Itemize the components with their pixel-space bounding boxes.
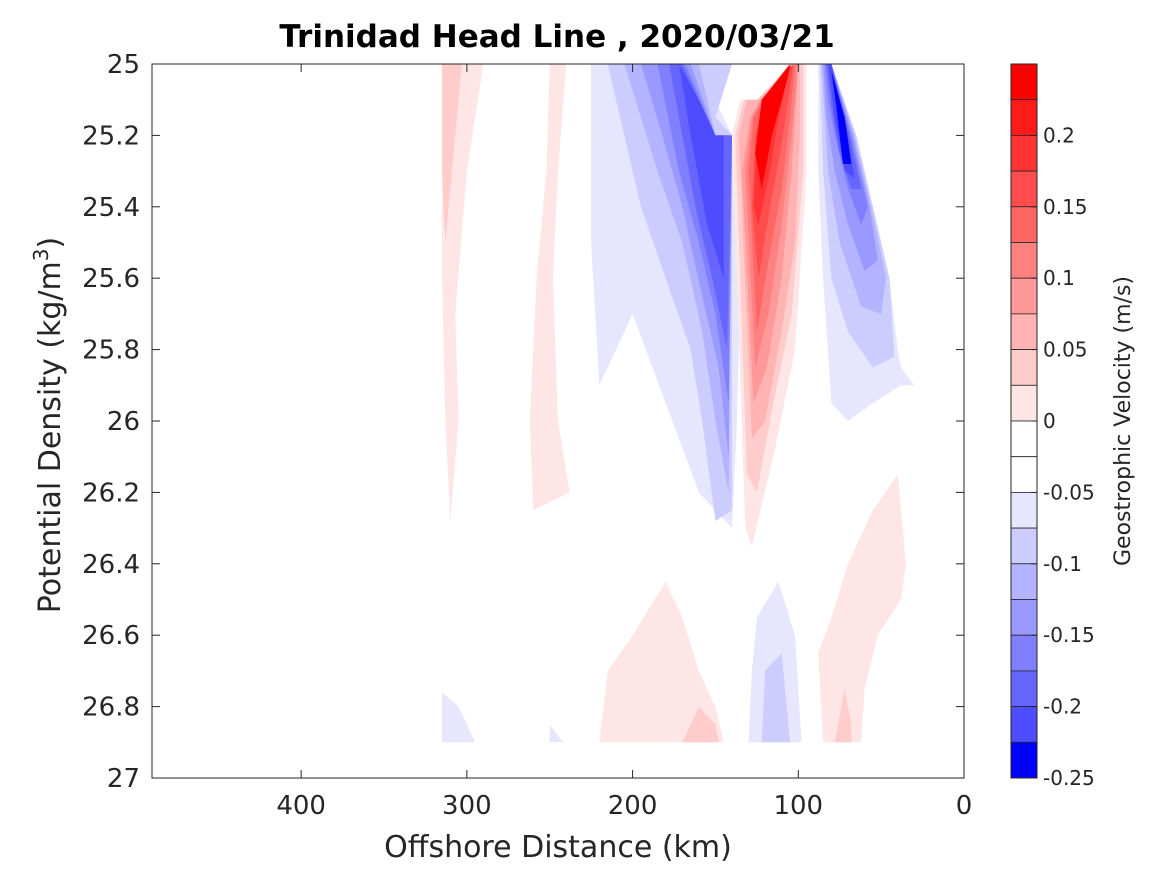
y-axis-label-superscript: 3	[29, 248, 53, 261]
plot-area: 400 300 200 100 0 25 25.2 25.4 25.6 25.8 26 26.2 26…	[82, 50, 972, 821]
colorbar-tick-label: 0.05	[1043, 338, 1088, 362]
y-tick-label: 25.8	[82, 336, 140, 366]
contour-region-pos-lower-core-70km	[834, 688, 852, 743]
chart-title: Trinidad Head Line , 2020/03/21	[279, 19, 834, 55]
contour-region-neg-lower-core-115km	[761, 653, 790, 743]
y-axis-label-prefix: Potential Density (kg/m	[33, 261, 68, 613]
colorbar-band	[1010, 491, 1038, 529]
x-axis-label: Offshore Distance (km)	[384, 830, 732, 865]
colorbar-band	[1010, 741, 1038, 779]
contour-region-neg-lower-310km	[442, 692, 476, 743]
contour-region-pos-lower-200km	[599, 581, 724, 743]
contour-region-pos-core-320km	[442, 64, 462, 243]
x-tick-label: 200	[608, 791, 658, 821]
colorbar-band	[1010, 313, 1038, 350]
contour-regions	[442, 64, 915, 743]
colorbar-band	[1010, 206, 1038, 243]
colorbar-label: Geostrophic Velocity (m/s)	[1111, 276, 1136, 566]
colorbar-band	[1010, 170, 1038, 208]
colorbar-tick-label: -0.25	[1043, 766, 1095, 790]
y-tick-label: 25.6	[82, 264, 140, 294]
y-tick-label: 27	[107, 764, 140, 794]
y-tick-label: 26	[107, 407, 140, 437]
contour-region-pos-core-115km	[755, 64, 790, 189]
colorbar-band	[1010, 563, 1038, 600]
y-tick-label: 25.4	[82, 193, 140, 223]
x-tick-label: 100	[773, 791, 823, 821]
colorbar-band	[1010, 242, 1038, 279]
x-axis-ticks: 400 300 200 100 0	[276, 64, 972, 821]
colorbar-band	[1010, 599, 1038, 636]
y-tick-label: 26.4	[82, 550, 140, 580]
x-tick-label: 0	[956, 791, 973, 821]
contour-region-neg-core-160km	[679, 64, 724, 279]
x-tick-label: 400	[276, 791, 326, 821]
colorbar: 0.2 0.15 0.1 0.05 0 -0.05 -0.1 -0.15 -0.2 -0.25	[1010, 63, 1095, 790]
contour-region-pos-lower-60km	[818, 474, 906, 743]
colorbar-tick-label: 0.1	[1043, 266, 1075, 290]
colorbar-band	[1010, 420, 1038, 458]
colorbar-band	[1010, 456, 1038, 493]
contour-region-neg-lower-250km	[549, 724, 563, 743]
y-tick-label: 25.2	[82, 121, 140, 151]
colorbar-band	[1010, 349, 1038, 386]
colorbar-band	[1010, 527, 1038, 565]
colorbar-band	[1010, 670, 1038, 708]
colorbar-band	[1010, 134, 1038, 172]
colorbar-tick-label: 0	[1043, 409, 1056, 433]
colorbar-ticks: 0.2 0.15 0.1 0.05 0 -0.05 -0.1 -0.15 -0.2 -0.25	[1031, 123, 1095, 790]
colorbar-band	[1010, 706, 1038, 743]
y-axis-label: Potential Density (kg/m3)	[29, 237, 68, 613]
contour-region-pos-lower-core-160km	[682, 706, 719, 743]
y-tick-label: 26.8	[82, 693, 140, 723]
colorbar-band	[1010, 277, 1038, 315]
colorbar-band	[1010, 99, 1038, 136]
colorbar-tick-label: -0.2	[1043, 695, 1082, 719]
x-tick-label: 300	[442, 791, 492, 821]
contour-region-pos-band-260km	[529, 64, 570, 511]
y-axis-ticks: 25 25.2 25.4 25.6 25.8 26 26.2 26.4 26.6 26.8 27	[82, 50, 964, 794]
y-tick-label: 26.2	[82, 478, 140, 508]
colorbar-tick-label: -0.05	[1043, 480, 1095, 504]
colorbar-band	[1010, 384, 1038, 422]
colorbar-band	[1010, 63, 1038, 101]
y-axis-label-suffix: )	[33, 237, 68, 249]
y-tick-label: 25	[107, 50, 140, 80]
colorbar-tick-label: 0.2	[1043, 123, 1075, 147]
contour-region-neg-core-70km	[831, 71, 852, 164]
y-tick-label: 26.6	[82, 621, 140, 651]
colorbar-band	[1010, 634, 1038, 672]
contour-region-pos-band-320km	[442, 64, 484, 521]
colorbar-tick-label: 0.15	[1043, 195, 1088, 219]
colorbar-tick-label: -0.1	[1043, 552, 1082, 576]
colorbar-tick-label: -0.15	[1043, 623, 1095, 647]
